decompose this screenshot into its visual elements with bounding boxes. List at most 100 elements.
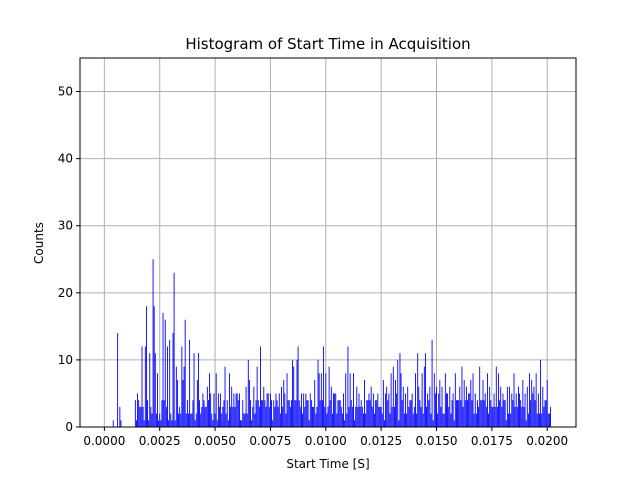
histogram-bar: [531, 380, 533, 427]
histogram-bar: [356, 386, 358, 427]
histogram-bar: [339, 400, 341, 427]
histogram-bar: [337, 400, 339, 427]
histogram-bar: [247, 359, 249, 427]
histogram-bar: [344, 420, 346, 427]
x-tick-label: 0.0075: [249, 434, 291, 448]
histogram-bar: [532, 393, 534, 427]
histogram-bar: [506, 386, 508, 427]
histogram-bar: [245, 386, 247, 427]
histogram-bar: [226, 400, 228, 427]
histogram-bar: [430, 413, 432, 427]
histogram-bar: [149, 353, 151, 427]
histogram-bar: [257, 400, 259, 427]
histogram-bar: [168, 420, 170, 427]
histogram-bar: [478, 406, 480, 427]
histogram-bar: [544, 400, 546, 427]
histogram-bar: [262, 400, 264, 427]
histogram-bar: [304, 406, 306, 427]
histogram-bar: [443, 413, 445, 427]
histogram-bar: [399, 353, 401, 427]
histogram-bar: [236, 393, 238, 427]
histogram-bar: [310, 400, 312, 427]
histogram-bar: [464, 400, 466, 427]
histogram-bar: [305, 393, 307, 427]
histogram-bar: [202, 393, 204, 427]
histogram-bar: [307, 400, 309, 427]
x-tick-label: 0.0175: [471, 434, 513, 448]
histogram-bar: [424, 353, 426, 427]
histogram-bar: [396, 393, 398, 427]
histogram-bar: [359, 406, 361, 427]
histogram-bar: [331, 413, 333, 427]
histogram-bar: [143, 420, 145, 427]
histogram-bar: [267, 393, 269, 427]
histogram-bar: [351, 406, 353, 427]
histogram-bar: [163, 400, 165, 427]
histogram-bar: [421, 373, 423, 427]
histogram-bar: [547, 413, 549, 427]
histogram-bar: [371, 406, 373, 427]
histogram-bar: [302, 413, 303, 427]
histogram-bar: [297, 346, 299, 427]
histogram-bar: [438, 393, 440, 427]
histogram-bar: [362, 413, 364, 427]
histogram-bar: [346, 413, 348, 427]
histogram-bar: [181, 346, 183, 427]
histogram-bar: [501, 406, 503, 427]
histogram-bar: [415, 373, 416, 427]
histogram-bar: [184, 319, 186, 427]
histogram-bar: [334, 393, 336, 427]
histogram-bar: [246, 413, 248, 427]
histogram-bar: [284, 393, 286, 427]
histogram-bar: [140, 406, 142, 427]
x-tick-label: 0.0025: [139, 434, 181, 448]
x-tick-label: 0.0200: [526, 434, 568, 448]
histogram-bar: [137, 393, 139, 427]
histogram-bar: [237, 400, 239, 427]
histogram-bar: [480, 400, 482, 427]
histogram-bar: [227, 420, 229, 427]
histogram-bar: [411, 393, 413, 427]
histogram-bar: [426, 406, 427, 427]
histogram-bar: [273, 400, 275, 427]
histogram-bar: [407, 386, 409, 427]
histogram-bar: [429, 386, 431, 427]
histogram-bar: [413, 406, 415, 427]
histogram-bar: [220, 393, 222, 427]
histogram-bar: [292, 359, 294, 427]
histogram-bar: [368, 393, 370, 427]
histogram-bar: [468, 393, 470, 427]
histogram-bar: [520, 400, 522, 427]
y-tick-label: 30: [58, 219, 73, 233]
histogram-bar: [212, 420, 214, 427]
histogram-bar: [234, 406, 236, 427]
histogram-bar: [374, 413, 375, 427]
histogram-bar: [250, 400, 251, 427]
histogram-bar: [155, 413, 157, 427]
histogram-bar: [328, 366, 330, 427]
histogram-bar: [486, 373, 488, 427]
histogram-bar: [405, 393, 406, 427]
histogram-bar: [358, 393, 360, 427]
histogram-bar: [147, 400, 148, 427]
histogram-bar: [209, 373, 210, 427]
histogram-bar: [345, 373, 347, 427]
histogram-bar: [291, 400, 292, 427]
y-tick-label: 0: [65, 420, 73, 434]
histogram-bar: [222, 406, 224, 427]
histogram-bar: [449, 386, 451, 427]
histogram-bar: [454, 373, 456, 427]
histogram-bars: [112, 259, 551, 427]
histogram-bar: [314, 380, 316, 427]
histogram-bar: [375, 400, 377, 427]
histogram-bar: [252, 406, 254, 427]
histogram-bar: [231, 386, 233, 427]
histogram-bar: [380, 406, 382, 427]
histogram-bar: [378, 406, 380, 427]
histogram-bar: [235, 393, 237, 427]
x-tick-label: 0.0050: [194, 434, 236, 448]
histogram-bar: [509, 386, 511, 427]
histogram-bar: [335, 393, 337, 427]
histogram-bar: [174, 420, 176, 427]
